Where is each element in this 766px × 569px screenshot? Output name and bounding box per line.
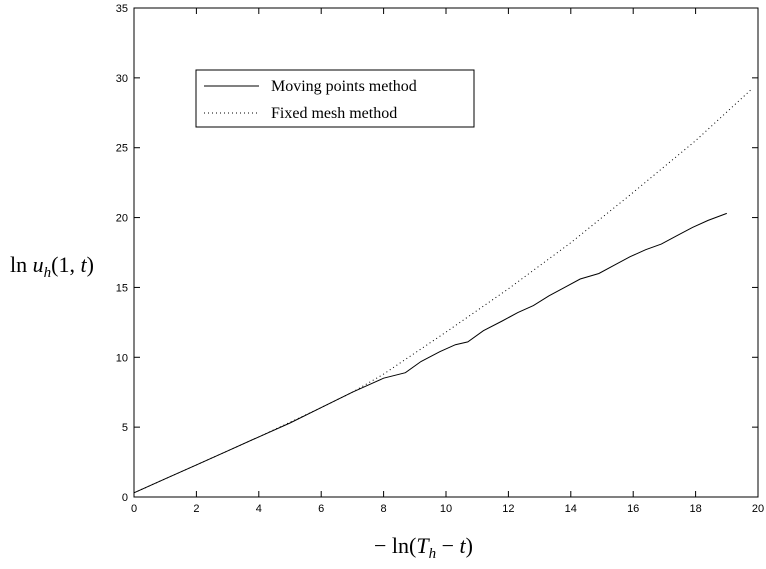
x-axis-label: − ln(Th − t) xyxy=(374,533,473,562)
legend: Moving points method Fixed mesh method xyxy=(195,69,475,128)
x-tick-label: 10 xyxy=(440,503,452,515)
y-tick-label: 10 xyxy=(116,352,128,364)
y-tick-label: 5 xyxy=(122,422,128,434)
x-tick-label: 18 xyxy=(689,503,701,515)
x-tick-label: 6 xyxy=(318,503,324,515)
x-tick-label: 20 xyxy=(752,503,764,515)
series-line-moving-points xyxy=(133,212,727,494)
y-tick-label: 20 xyxy=(116,213,128,225)
axis-ticks: 0 2 4 6 8 10 12 14 16 18 20 0 5 10 15 20 25 30 35 xyxy=(116,3,764,515)
y-tick-label: 30 xyxy=(116,73,128,85)
x-tick-label: 4 xyxy=(256,503,262,515)
series-line-fixed-mesh xyxy=(133,88,753,494)
x-tick-label: 8 xyxy=(381,503,387,515)
y-tick-label: 25 xyxy=(116,143,128,155)
legend-label-fixed: Fixed mesh method xyxy=(271,105,397,122)
legend-box xyxy=(195,69,475,128)
y-tick-label: 15 xyxy=(116,282,128,294)
x-tick-label: 14 xyxy=(565,503,577,515)
y-tick-label: 35 xyxy=(116,3,128,15)
y-axis-label: ln uh(1, t) xyxy=(10,252,94,281)
x-tick-label: 2 xyxy=(193,503,199,515)
series-group xyxy=(133,88,753,494)
x-tick-label: 0 xyxy=(131,503,137,515)
legend-label-moving: Moving points method xyxy=(271,78,417,95)
x-tick-label: 12 xyxy=(502,503,514,515)
x-tick-label: 16 xyxy=(627,503,639,515)
y-tick-label: 0 xyxy=(122,492,128,504)
